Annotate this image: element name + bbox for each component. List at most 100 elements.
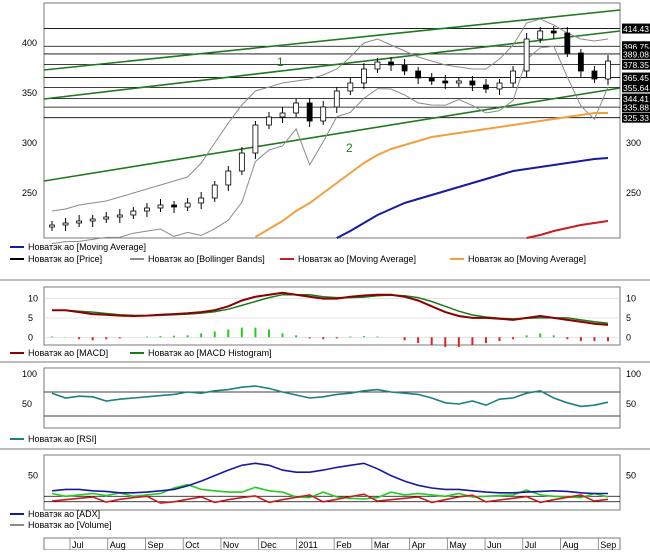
candle-body: [537, 30, 544, 40]
trendline-2: [43, 87, 621, 182]
price-level-tag: [622, 112, 650, 123]
macd-y-tick-right: 0: [626, 332, 631, 342]
candle-body: [442, 80, 449, 84]
price-y-tick: 300: [22, 138, 37, 148]
candle-body: [198, 197, 205, 204]
candle-body: [89, 218, 96, 222]
candle-body: [293, 102, 299, 114]
price-y-tick: 400: [22, 38, 37, 48]
price-level-label: 414.43: [623, 24, 649, 34]
macd-line: [52, 291, 609, 326]
x-axis-label: Dec: [261, 540, 278, 550]
price-level-tag: [622, 41, 650, 52]
trendline-1-label: 1: [277, 55, 284, 69]
candle-body: [550, 30, 557, 34]
candle-body: [483, 84, 489, 90]
macd-y-tick-right: 5: [626, 313, 631, 323]
candle-body: [130, 210, 137, 216]
price-level-label: 344.41: [623, 94, 649, 104]
candle-body: [49, 224, 55, 228]
candle-body: [605, 60, 611, 80]
price-y-tick-right: 250: [626, 188, 641, 198]
candle-body: [62, 222, 69, 226]
adx-y-tick-right: 50: [626, 471, 636, 481]
candle-body: [116, 214, 123, 218]
legend-label: Новатэк ао [MACD]: [28, 348, 108, 358]
price-level-label: 335.88: [623, 103, 649, 113]
candle-body: [184, 202, 191, 208]
price-y-tick-right: 300: [626, 138, 641, 148]
price-level-tag: [622, 48, 650, 59]
adx-plus-di-line: [51, 483, 609, 500]
rsi-y-tick-right: 100: [626, 369, 641, 379]
price-level-tag: [622, 82, 650, 93]
bollinger-lower: [51, 45, 609, 245]
x-axis-label: Jun: [487, 540, 502, 550]
moving-average-blue: [336, 157, 609, 239]
macd-y-tick: 10: [28, 294, 38, 304]
legend-label: Новатэк ао [Moving Average]: [468, 254, 586, 264]
price-level-tag: [622, 93, 650, 104]
candle-body: [333, 90, 340, 108]
x-axis-label: Aug: [110, 540, 126, 550]
candle-body: [103, 216, 110, 220]
price-level-tag: [622, 23, 650, 34]
candle-body: [374, 61, 381, 70]
price-level-tag: [622, 102, 650, 113]
candle-body: [415, 70, 422, 79]
candle-body: [401, 64, 408, 72]
rsi-line: [51, 385, 609, 408]
candle-body: [577, 52, 584, 72]
candle-body: [388, 61, 394, 66]
candle-body: [306, 102, 313, 122]
macd-y-tick: 5: [28, 313, 33, 323]
price-level-label: 355.64: [623, 83, 649, 93]
candle-body: [225, 170, 232, 186]
x-axis-label: Jul: [525, 540, 537, 550]
price-level-label: 396.75: [623, 42, 649, 52]
x-axis-label: Sep: [600, 540, 616, 550]
x-axis-label: Nov: [223, 540, 240, 550]
price-level-tag: [622, 59, 650, 70]
legend-label: Новатэк ао [Moving Average]: [28, 242, 146, 252]
legend-label: Новатэк ао [Moving Average]: [298, 254, 416, 264]
candle-body: [211, 184, 218, 199]
macd-y-tick-right: 10: [626, 294, 636, 304]
candle-body: [523, 38, 530, 72]
x-axis-label: Aug: [563, 540, 579, 550]
rsi-panel-frame: [43, 367, 621, 429]
candle-body: [157, 204, 164, 209]
moving-average-orange: [254, 112, 608, 238]
x-axis-label: Feb: [336, 540, 352, 550]
candle-body: [279, 112, 286, 118]
candle-body: [591, 70, 598, 80]
candle-body: [347, 82, 354, 92]
candle-body: [266, 116, 272, 126]
x-axis-label: Jul: [72, 540, 84, 550]
adx-line: [51, 462, 608, 495]
price-y-tick: 350: [22, 88, 37, 98]
adx-minus-di-line: [51, 493, 609, 504]
candle-body: [252, 124, 259, 154]
candle-body: [428, 77, 435, 82]
candle-body: [564, 32, 571, 54]
candle-body: [76, 220, 83, 224]
x-axis-label: 2011: [298, 540, 317, 550]
legend-label: Новатэк ао [ADX]: [28, 509, 100, 519]
x-axis-label: Apr: [412, 540, 426, 550]
rsi-y-tick: 100: [22, 369, 37, 379]
trendline-1: [43, 9, 621, 71]
trendline-2-label: 2: [346, 141, 353, 155]
price-level-tag: [622, 72, 650, 83]
legend-label: Новатэк ао [Volume]: [28, 520, 112, 530]
macd-y-tick: 0: [28, 332, 33, 342]
candle-body: [144, 207, 150, 212]
macd-panel-frame: [43, 286, 621, 346]
legend-label: Новатэк ао [Bollinger Bands]: [148, 254, 265, 264]
legend-label: Новатэк ао [Price]: [28, 254, 102, 264]
candle-body: [510, 70, 516, 84]
price-level-label: 378.35: [623, 60, 649, 70]
candle-body: [361, 68, 367, 84]
price-level-label: 325.33: [623, 113, 649, 123]
